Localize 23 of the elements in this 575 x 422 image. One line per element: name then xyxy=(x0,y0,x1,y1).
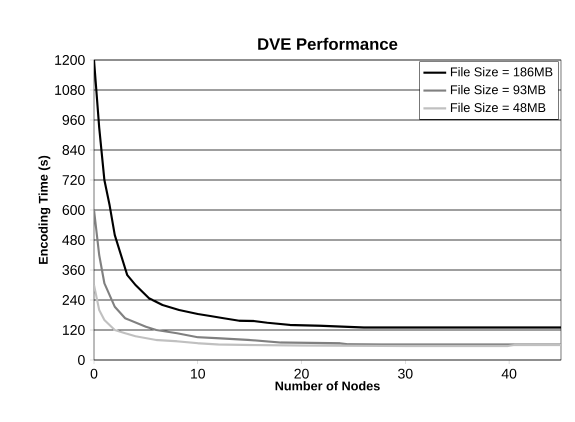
x-tick-label: 30 xyxy=(398,368,413,379)
line-series xyxy=(94,284,561,348)
x-tick-label: 20 xyxy=(294,368,309,379)
y-tick-label: 720 xyxy=(62,175,85,185)
y-tick-label: 240 xyxy=(62,295,85,305)
legend-label: File Size = 93MB xyxy=(450,84,546,94)
legend-label: File Size = 48MB xyxy=(450,102,546,112)
y-tick-label: 600 xyxy=(62,205,85,215)
y-tick-label: 480 xyxy=(62,235,85,245)
legend-label: File Size = 186MB xyxy=(450,67,552,76)
y-axis-title: Encoding Time (s) xyxy=(38,156,50,264)
y-tick-label: 840 xyxy=(62,145,85,155)
chart-title: DVE Performance xyxy=(258,38,398,50)
y-tick-label: 0 xyxy=(78,355,85,365)
x-tick-label: 40 xyxy=(502,368,516,379)
y-tick-label: 120 xyxy=(63,325,85,335)
y-tick-label: 360 xyxy=(62,265,85,275)
x-tick-label: 0 xyxy=(90,368,98,379)
y-tick-label: 960 xyxy=(62,115,85,125)
x-axis-title: Number of Nodes xyxy=(276,381,380,390)
y-tick-label: 1080 xyxy=(55,85,85,95)
y-tick-label: 1200 xyxy=(55,55,85,65)
x-tick-label: 10 xyxy=(191,368,206,379)
